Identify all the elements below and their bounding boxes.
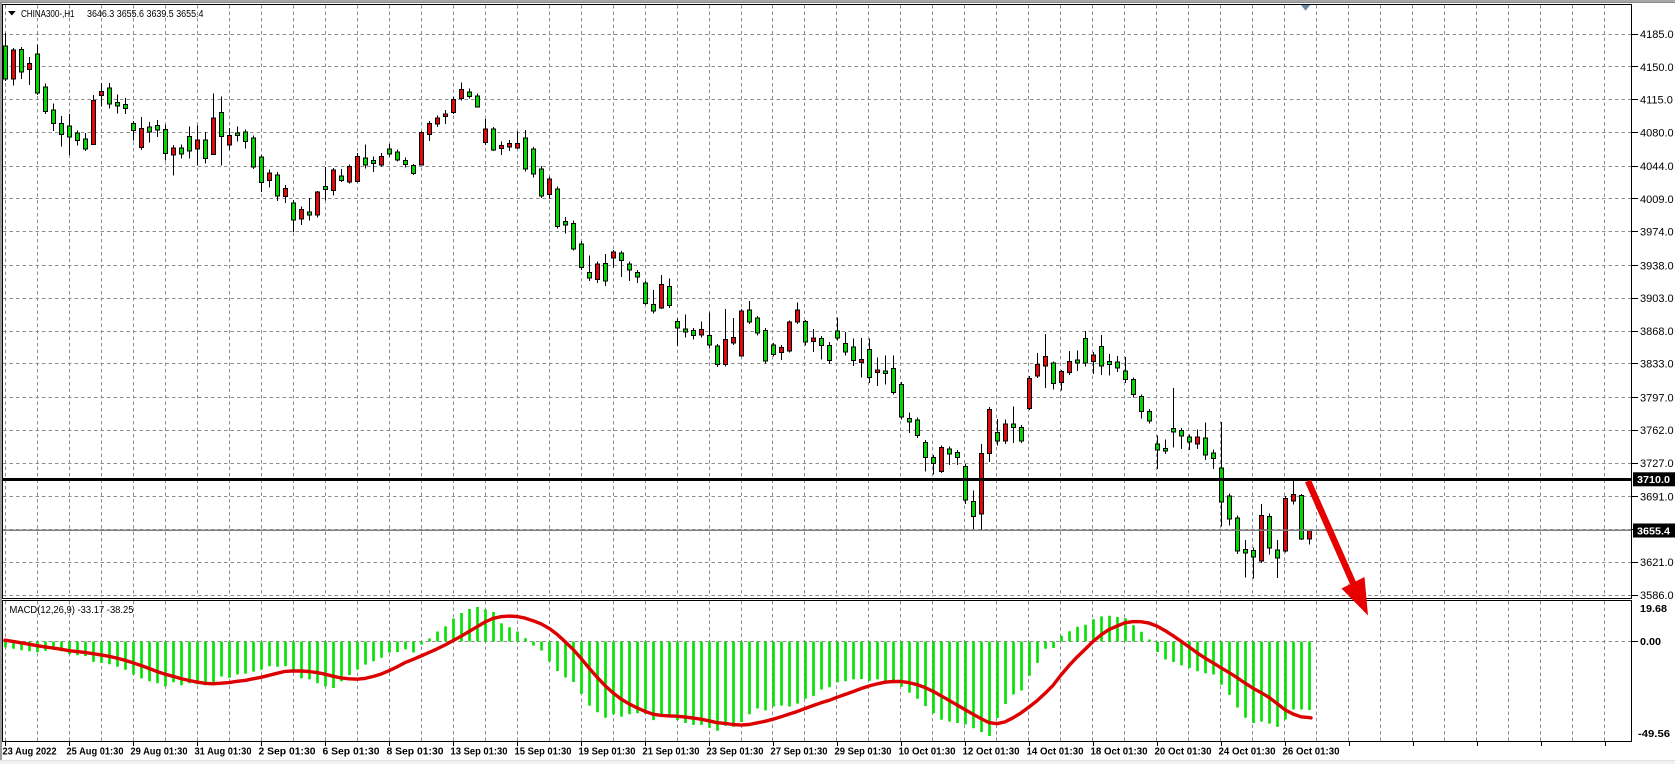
- svg-text:13 Sep 01:30: 13 Sep 01:30: [451, 747, 508, 758]
- svg-text:3646.3 3655.6 3639.5 3655.4: 3646.3 3655.6 3639.5 3655.4: [87, 9, 204, 20]
- svg-text:4115.0: 4115.0: [1640, 95, 1673, 107]
- svg-text:4080.0: 4080.0: [1640, 127, 1674, 139]
- svg-text:31 Aug 01:30: 31 Aug 01:30: [195, 747, 252, 758]
- svg-text:19.68: 19.68: [1640, 603, 1667, 615]
- svg-text:3762.0: 3762.0: [1640, 425, 1674, 437]
- svg-text:23 Sep 01:30: 23 Sep 01:30: [707, 747, 764, 758]
- svg-text:24 Oct 01:30: 24 Oct 01:30: [1219, 747, 1276, 758]
- svg-text:8 Sep 01:30: 8 Sep 01:30: [387, 747, 444, 758]
- svg-text:29 Sep 01:30: 29 Sep 01:30: [835, 747, 892, 758]
- svg-text:3903.0: 3903.0: [1640, 293, 1674, 305]
- svg-text:3621.0: 3621.0: [1640, 557, 1674, 569]
- svg-text:6 Sep 01:30: 6 Sep 01:30: [323, 747, 380, 758]
- svg-text:29 Aug 01:30: 29 Aug 01:30: [131, 747, 188, 758]
- svg-text:0.00: 0.00: [1640, 636, 1661, 648]
- svg-text:21 Sep 01:30: 21 Sep 01:30: [643, 747, 700, 758]
- svg-text:3691.0: 3691.0: [1640, 492, 1674, 504]
- svg-text:3655.4: 3655.4: [1637, 525, 1670, 537]
- svg-text:14 Oct 01:30: 14 Oct 01:30: [1027, 747, 1084, 758]
- svg-text:3797.0: 3797.0: [1640, 392, 1674, 404]
- svg-text:18 Oct 01:30: 18 Oct 01:30: [1091, 747, 1148, 758]
- svg-text:4044.0: 4044.0: [1640, 161, 1674, 173]
- svg-text:19 Sep 01:30: 19 Sep 01:30: [579, 747, 636, 758]
- svg-text:15 Sep 01:30: 15 Sep 01:30: [515, 747, 572, 758]
- svg-text:4009.0: 4009.0: [1640, 194, 1674, 206]
- svg-text:10 Oct 01:30: 10 Oct 01:30: [899, 747, 956, 758]
- svg-text:-49.56: -49.56: [1638, 728, 1670, 740]
- svg-text:4150.0: 4150.0: [1640, 62, 1674, 74]
- svg-text:20 Oct 01:30: 20 Oct 01:30: [1155, 747, 1212, 758]
- svg-text:3833.0: 3833.0: [1640, 359, 1674, 371]
- svg-text:3586.0: 3586.0: [1640, 590, 1674, 602]
- svg-text:3868.0: 3868.0: [1640, 326, 1674, 338]
- svg-text:3974.0: 3974.0: [1640, 227, 1674, 239]
- svg-text:3710.0: 3710.0: [1637, 474, 1670, 486]
- svg-text:4185.0: 4185.0: [1640, 29, 1674, 41]
- svg-text:27 Sep 01:30: 27 Sep 01:30: [771, 747, 828, 758]
- svg-text:25 Aug 01:30: 25 Aug 01:30: [67, 747, 124, 758]
- svg-text:3938.0: 3938.0: [1640, 260, 1674, 272]
- svg-text:26 Oct 01:30: 26 Oct 01:30: [1283, 747, 1340, 758]
- svg-text:CHINA300-,H1: CHINA300-,H1: [21, 9, 75, 20]
- svg-text:MACD(12,26,9) -33.17 -38.25: MACD(12,26,9) -33.17 -38.25: [10, 605, 134, 616]
- svg-text:12 Oct 01:30: 12 Oct 01:30: [963, 747, 1020, 758]
- svg-text:3727.0: 3727.0: [1640, 458, 1674, 470]
- svg-text:2 Sep 01:30: 2 Sep 01:30: [259, 747, 316, 758]
- svg-text:23 Aug 2022: 23 Aug 2022: [3, 747, 57, 758]
